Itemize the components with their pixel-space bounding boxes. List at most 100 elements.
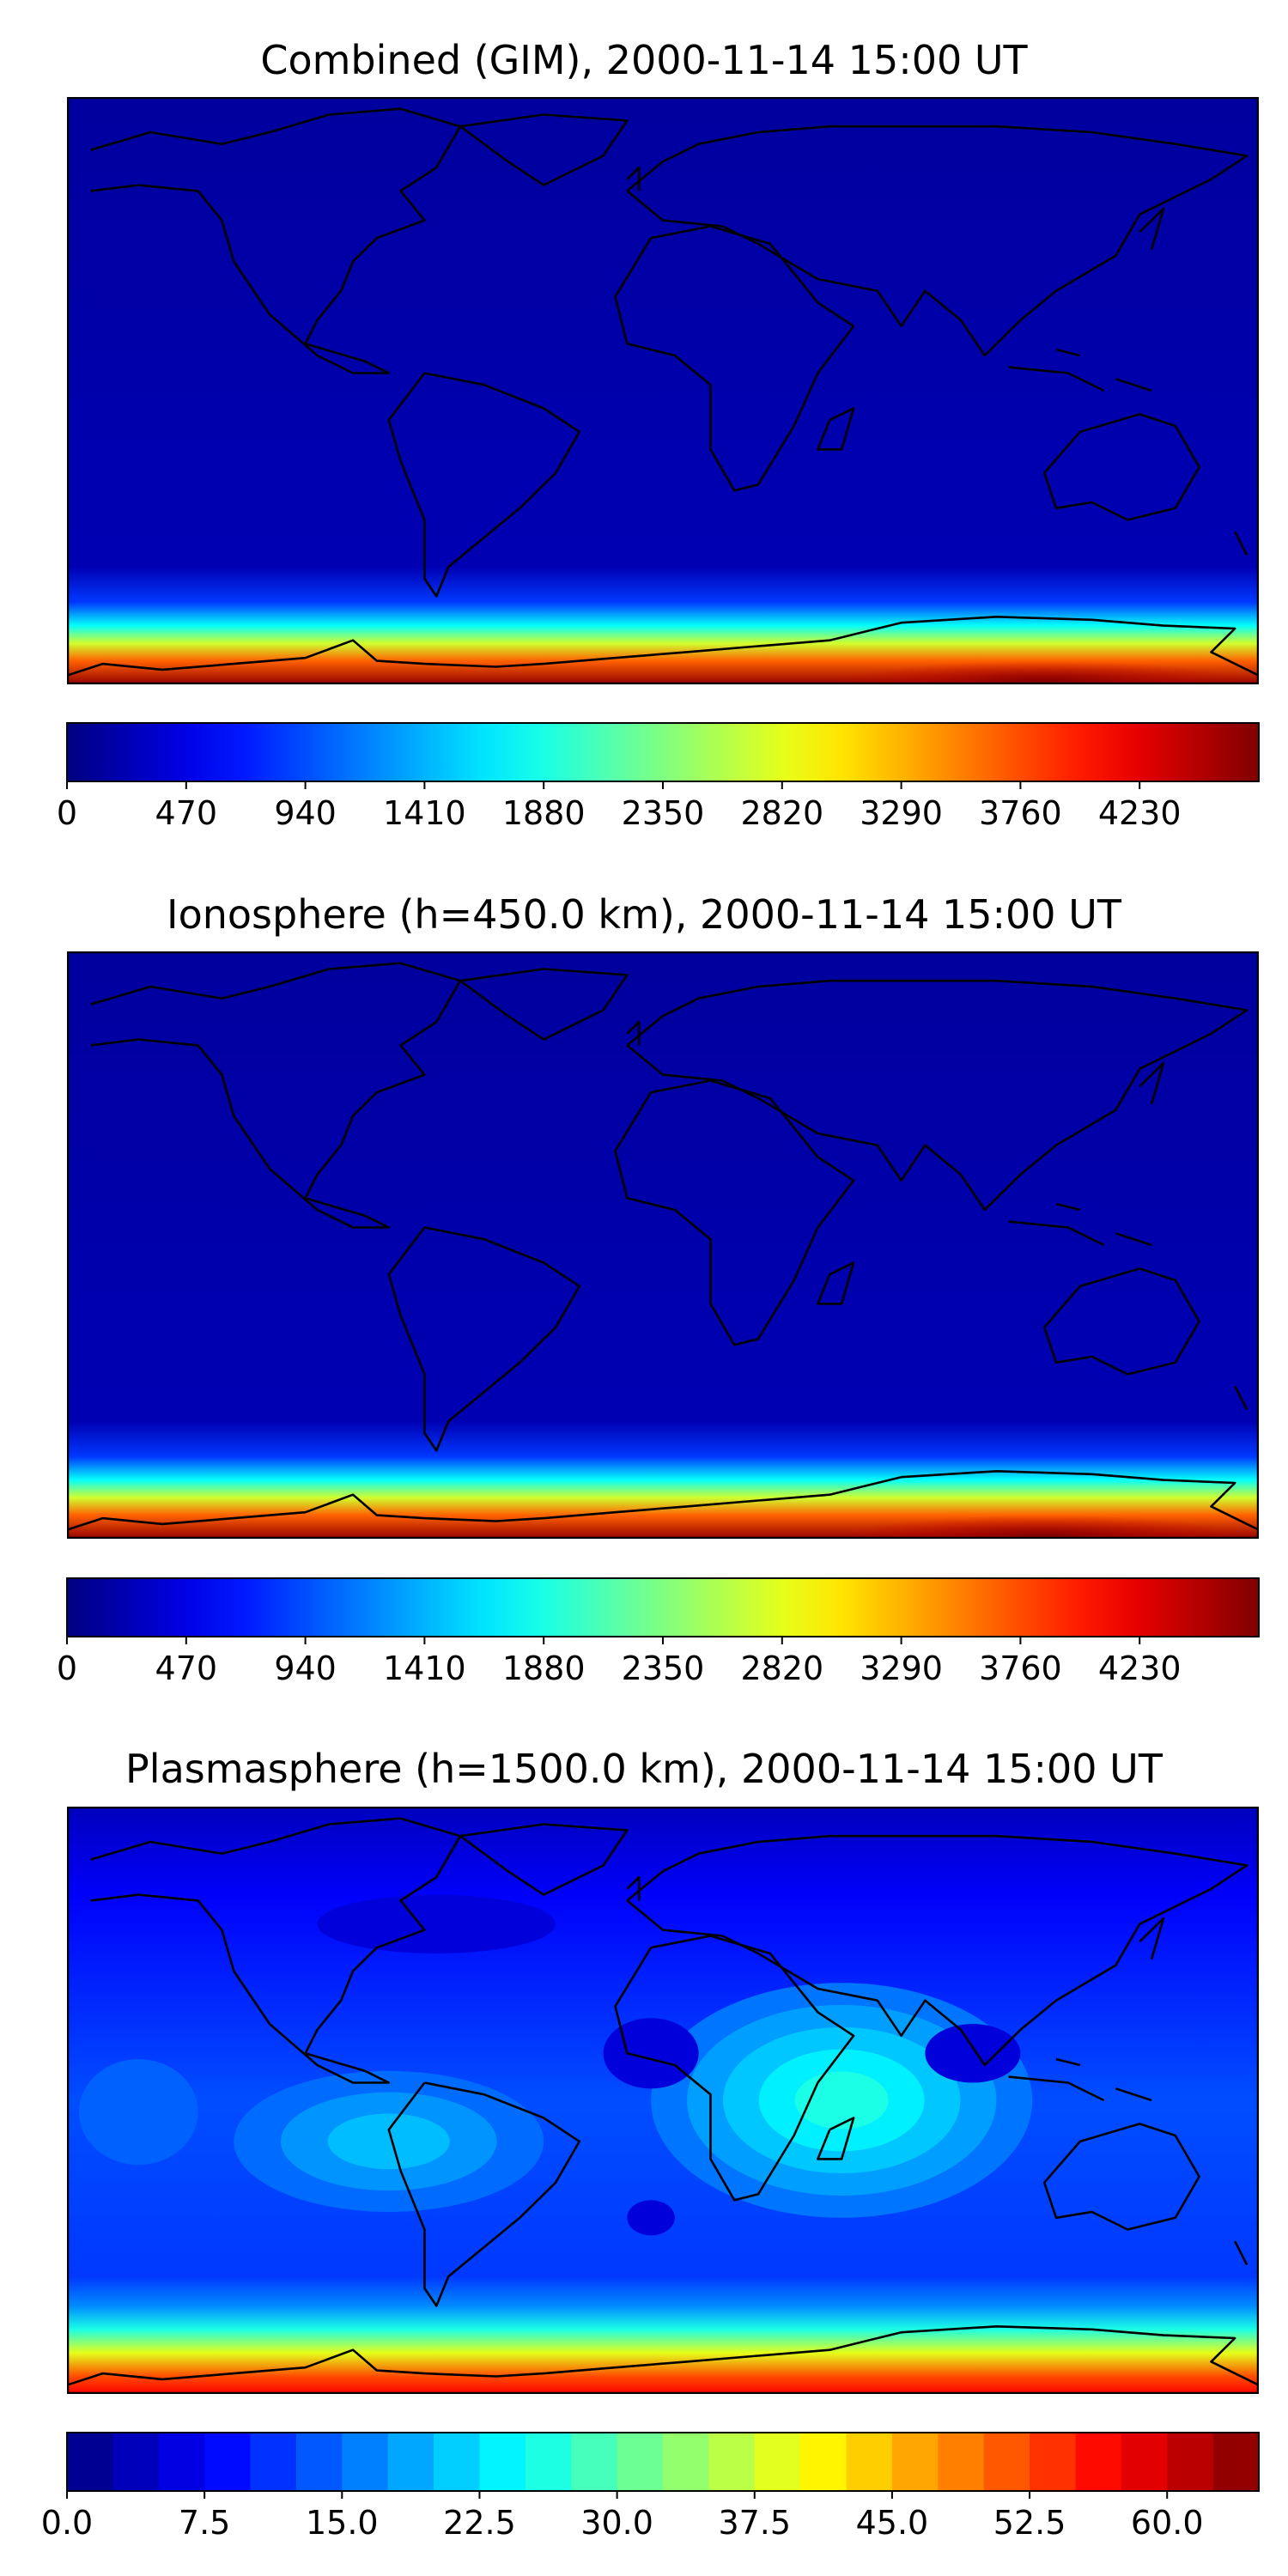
coastline-5 — [817, 2117, 855, 2160]
colorbar-level — [571, 2433, 618, 2491]
coastline-1 — [459, 1823, 629, 1896]
coastline-4 — [614, 1935, 855, 2202]
colorbar-tick-label: 45.0 — [856, 2504, 929, 2541]
coastlines — [67, 1817, 1259, 2386]
coastline-6 — [1042, 2123, 1200, 2231]
colorbar-level — [67, 2433, 113, 2491]
colorbar-tick-label: 30.0 — [580, 2504, 653, 2541]
coastline-12 — [1234, 1385, 1249, 1411]
colorbar-tick-label: 940 — [274, 794, 337, 831]
colorbar-tick-label: 470 — [155, 794, 218, 831]
coastline-8 — [1055, 1202, 1081, 1212]
colorbar-level — [525, 2433, 572, 2491]
coastline-0 — [90, 107, 462, 374]
colorbar-tick-label: 60.0 — [1131, 2504, 1204, 2541]
colorbar-tick-label: 4230 — [1098, 794, 1182, 831]
colorbar-tick-label: 1410 — [383, 794, 466, 831]
colorbar-tick-label: 3290 — [860, 794, 943, 831]
colorbar-level — [434, 2433, 481, 2491]
colorbar-level — [663, 2433, 709, 2491]
colorbar-level — [754, 2433, 801, 2491]
map-plasmasphere — [67, 1807, 1259, 2394]
colorbar-tick-label: 7.5 — [179, 2504, 230, 2541]
coastline-8 — [1055, 2057, 1081, 2067]
colorbar-tick-label: 3760 — [979, 1649, 1062, 1686]
coastline-11 — [1139, 1061, 1165, 1105]
coastline-3 — [626, 979, 1249, 1212]
colorbar-level — [295, 2433, 343, 2491]
map-ionosphere — [67, 951, 1259, 1539]
contour-low-3 — [317, 1894, 556, 1953]
coastlines — [67, 962, 1259, 1531]
coastline-7 — [1008, 1220, 1105, 1247]
contour-low-0 — [603, 2018, 699, 2089]
colorbar-gradient — [67, 723, 1259, 781]
coastline-1 — [459, 113, 629, 186]
colorbar-tick-label: 940 — [274, 1649, 337, 1686]
colorbar-tick-label: 1410 — [383, 1649, 466, 1686]
coastline-12 — [1234, 2240, 1249, 2266]
colorbar-tick-label: 1880 — [502, 1649, 586, 1686]
colorbar-tick-label: 0 — [57, 794, 77, 831]
panel-1-title: Combined (GIM), 2000-11-14 15:00 UT — [260, 37, 1028, 83]
coastline-11 — [1139, 1917, 1165, 1960]
contour-blob-0-4 — [794, 2071, 889, 2129]
colorbar-tick-label: 4230 — [1098, 1649, 1182, 1686]
colorbar-tick-label: 52.5 — [993, 2504, 1066, 2541]
coastline-4 — [614, 1079, 855, 1346]
colorbar-tick-label: 22.5 — [443, 2504, 516, 2541]
coastline-13 — [67, 1469, 1259, 1531]
colorbar-tick-label: 2820 — [740, 1649, 823, 1686]
colorbar-gradient — [67, 1578, 1259, 1637]
tec-maximum-blob — [841, 660, 1248, 684]
coastline-2 — [387, 1226, 581, 1452]
colorbar-level — [342, 2433, 389, 2491]
tec-field-background — [67, 97, 1259, 684]
colorbar-level — [846, 2433, 893, 2491]
coastline-6 — [1042, 1267, 1200, 1376]
colorbar-tick-label: 2350 — [622, 1649, 705, 1686]
colorbar-level — [250, 2433, 297, 2491]
coastline-10 — [626, 166, 641, 191]
coastline-9 — [1115, 378, 1152, 392]
colorbar-tick-label: 3760 — [979, 794, 1062, 831]
colorbar-frame — [66, 2432, 1260, 2492]
panel-2-title: Ionosphere (h=450.0 km), 2000-11-14 15:0… — [167, 891, 1121, 938]
contour-low-2 — [627, 2200, 675, 2236]
colorbar-tick-label: 3290 — [860, 1649, 943, 1686]
coastline-0 — [90, 1817, 462, 2084]
coastline-4 — [614, 225, 855, 492]
coastlines — [67, 107, 1259, 677]
coastline-7 — [1008, 366, 1105, 392]
coastline-13 — [67, 615, 1259, 677]
colorbar-plasmasphere: 0.0 7.5 15.0 22.5 30.0 37.5 45.0 52.5 60.0 — [41, 2432, 1260, 2541]
coastline-10 — [626, 1020, 641, 1046]
colorbar-level — [387, 2433, 434, 2491]
colorbar-combined: 0 470 940 1410 1880 2350 2820 3290 3760 4230 — [57, 722, 1260, 831]
coastline-3 — [626, 1834, 1249, 2067]
coastline-7 — [1008, 2075, 1105, 2102]
coastline-13 — [67, 2324, 1259, 2386]
colorbar-level — [891, 2433, 939, 2491]
colorbar-tick-label: 2820 — [740, 794, 823, 831]
tec-maximum-blob — [841, 1515, 1248, 1539]
colorbar-tick-label: 0 — [57, 1649, 77, 1686]
colorbar-level — [983, 2433, 1030, 2491]
colorbar-level — [617, 2433, 664, 2491]
coastline-2 — [387, 2081, 581, 2307]
contour-blob-2-0 — [78, 2059, 198, 2166]
colorbar-level — [204, 2433, 252, 2491]
colorbar-level — [1167, 2433, 1214, 2491]
map-frame — [67, 951, 1259, 1539]
coastline-11 — [1139, 207, 1165, 251]
colorbar-tick-label: 1880 — [502, 794, 586, 831]
colorbar-level — [1075, 2433, 1122, 2491]
colorbar-level — [1212, 2433, 1260, 2491]
colorbar-level — [1121, 2433, 1168, 2491]
tec-field-background — [67, 951, 1259, 1539]
colorbar-tick-label: 0.0 — [41, 2504, 93, 2541]
coastline-12 — [1234, 531, 1249, 556]
map-combined — [67, 97, 1259, 684]
colorbar-level — [112, 2433, 160, 2491]
coastline-6 — [1042, 413, 1200, 521]
